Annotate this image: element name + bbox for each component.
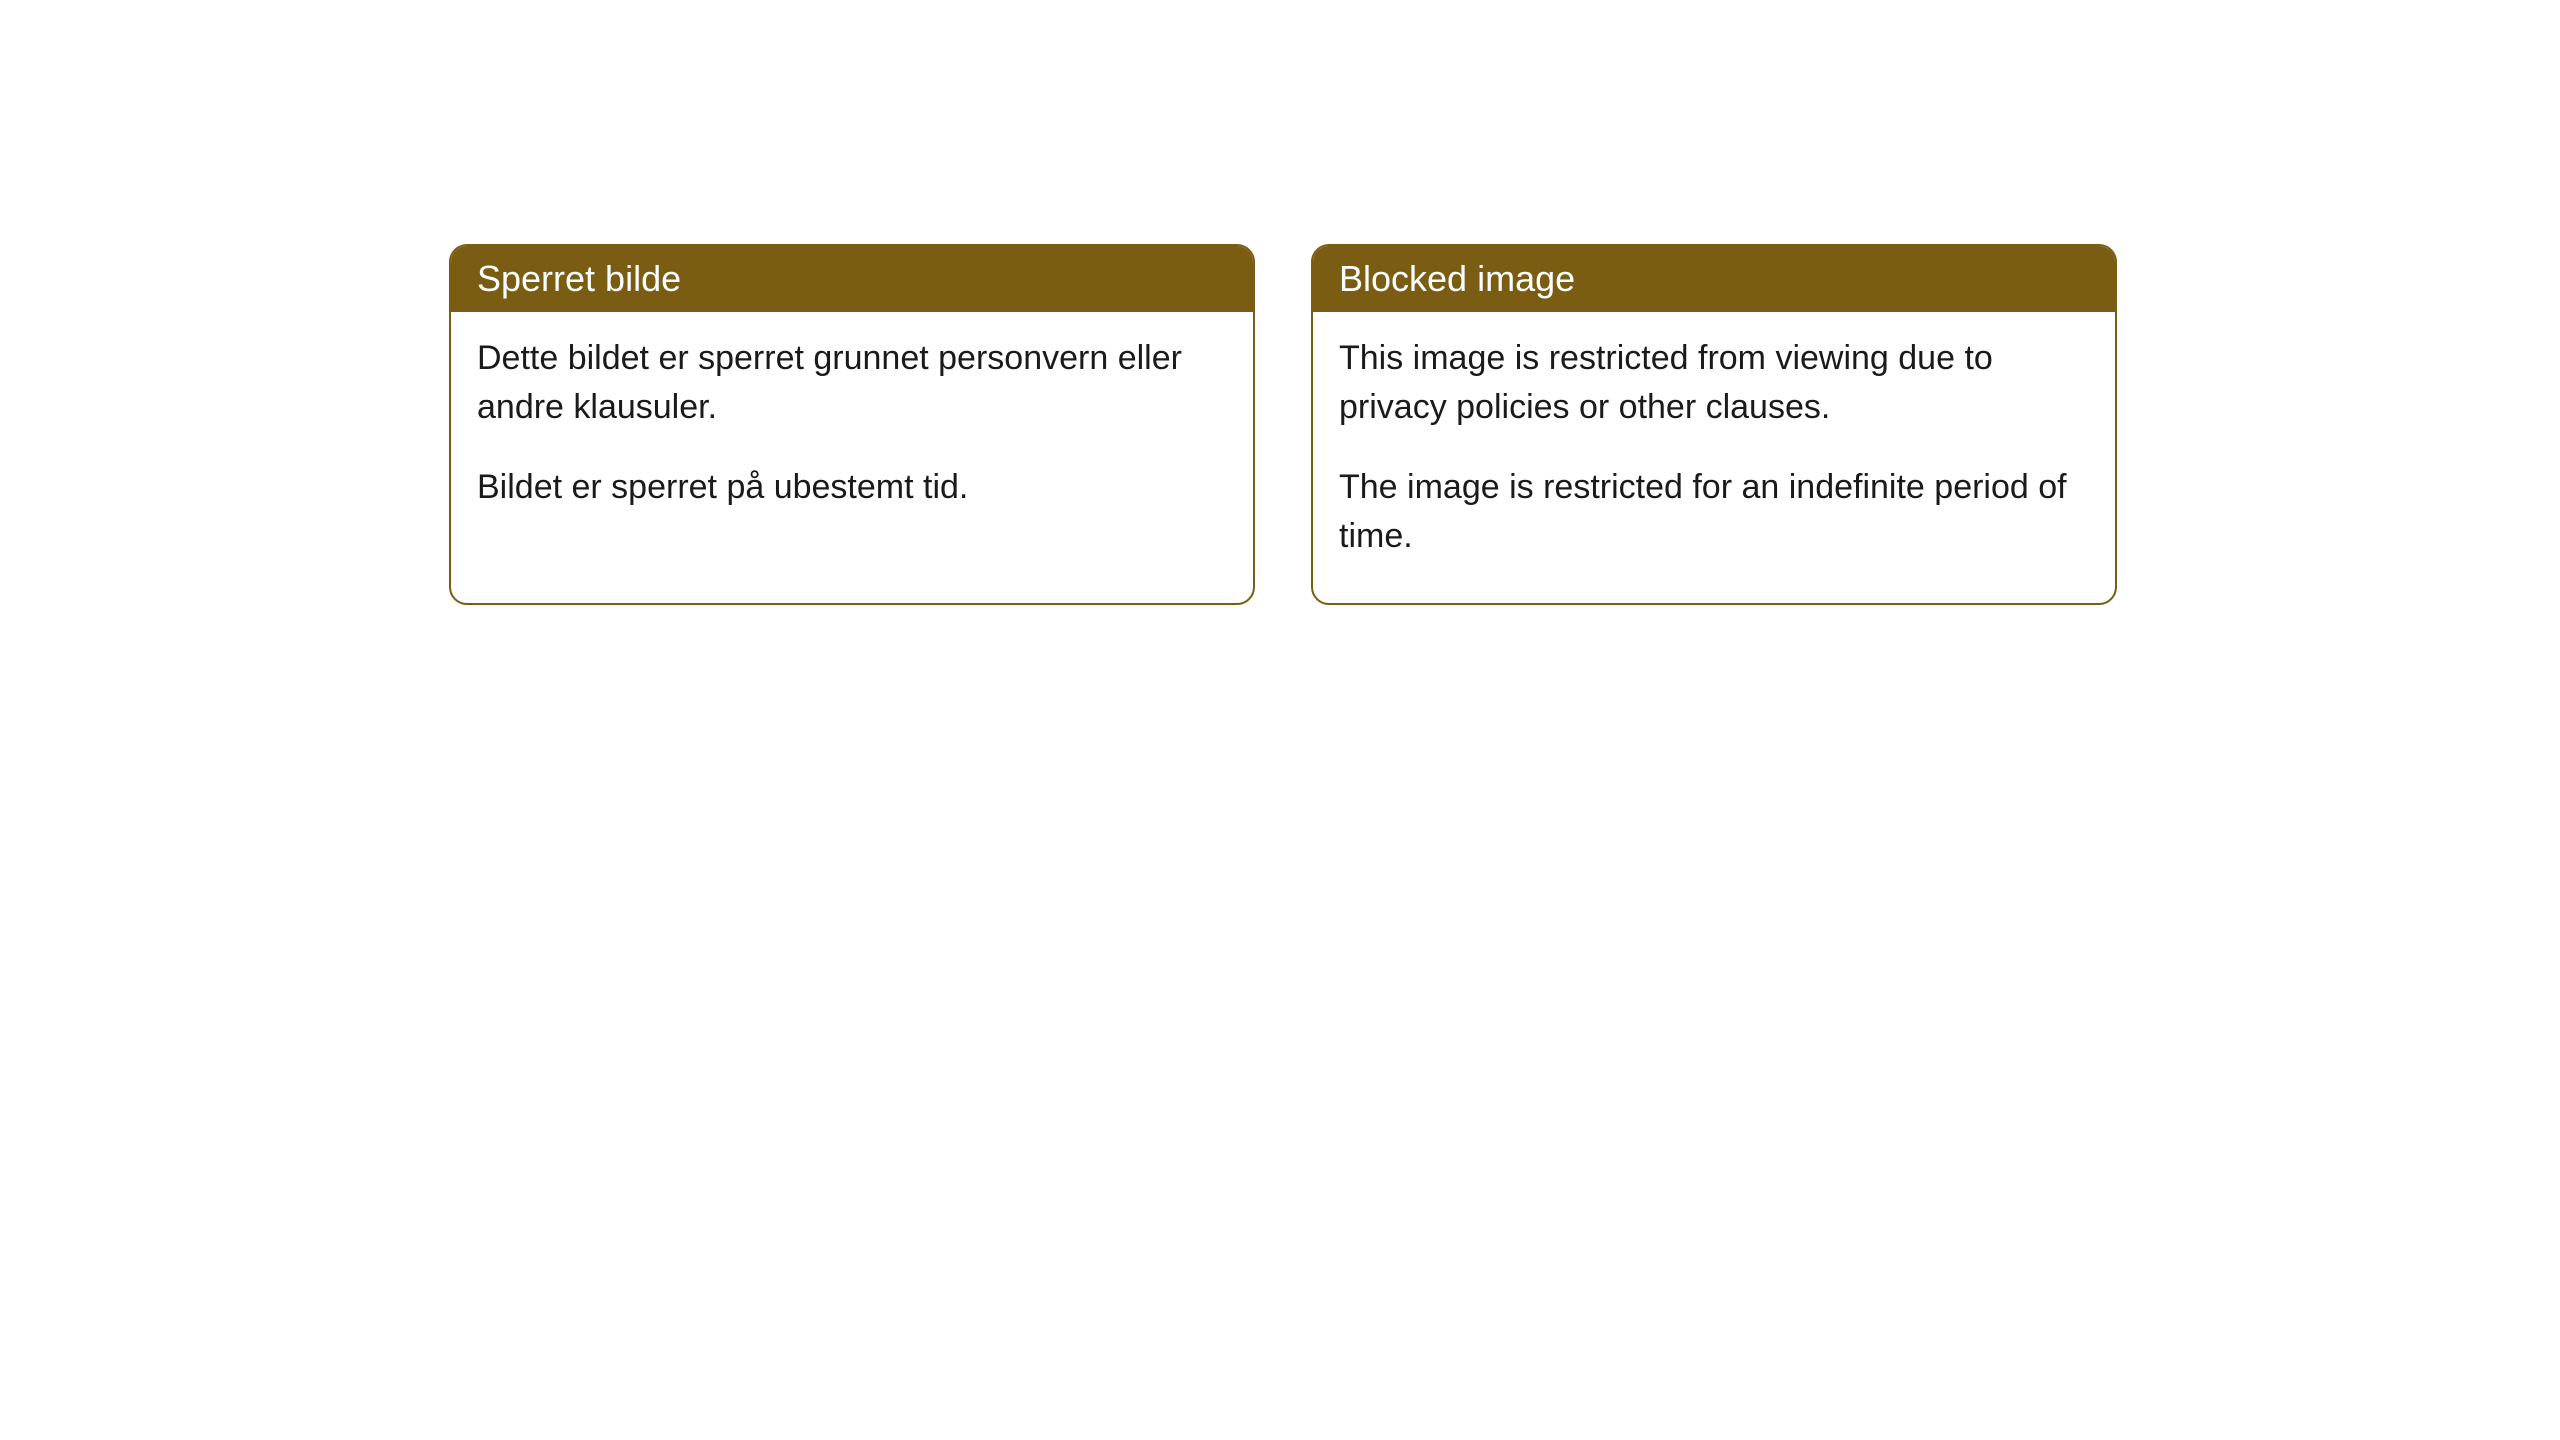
card-header-english: Blocked image (1313, 246, 2115, 312)
card-body-norwegian: Dette bildet er sperret grunnet personve… (451, 312, 1253, 554)
card-header-norwegian: Sperret bilde (451, 246, 1253, 312)
card-paragraph-1-norwegian: Dette bildet er sperret grunnet personve… (477, 334, 1227, 433)
card-title-english: Blocked image (1339, 258, 1575, 299)
card-body-english: This image is restricted from viewing du… (1313, 312, 2115, 603)
card-title-norwegian: Sperret bilde (477, 258, 681, 299)
card-paragraph-1-english: This image is restricted from viewing du… (1339, 334, 2089, 433)
card-paragraph-2-english: The image is restricted for an indefinit… (1339, 463, 2089, 562)
card-paragraph-2-norwegian: Bildet er sperret på ubestemt tid. (477, 463, 1227, 512)
card-norwegian: Sperret bilde Dette bildet er sperret gr… (449, 244, 1255, 605)
cards-container: Sperret bilde Dette bildet er sperret gr… (449, 244, 2117, 605)
card-english: Blocked image This image is restricted f… (1311, 244, 2117, 605)
